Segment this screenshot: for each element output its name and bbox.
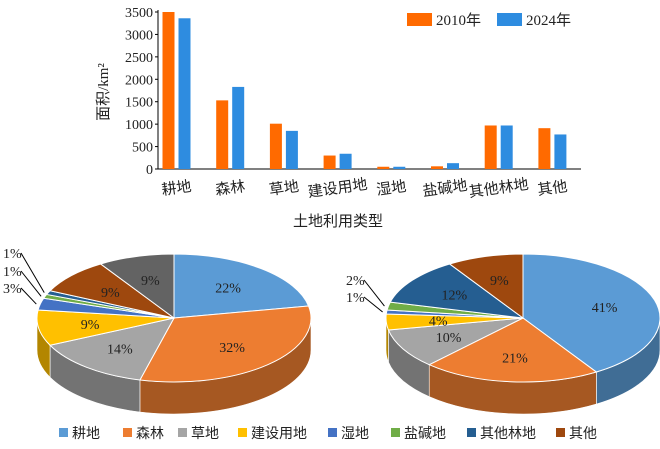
pie-label: 3% [3, 282, 22, 297]
pie-slice [428, 317, 598, 383]
legend-swatch [497, 13, 522, 26]
leader-line [363, 296, 383, 313]
pie-label: 14% [107, 343, 133, 358]
legend-swatch [467, 428, 476, 437]
x-tick-label: 盐碱地 [422, 177, 469, 200]
pie-legend: 耕地 森林 草地 建设用地 湿地 盐碱地 其他林地 其他 [59, 425, 597, 442]
bar [484, 125, 497, 169]
legend-swatch [556, 428, 565, 437]
bar [216, 100, 229, 169]
bar [447, 163, 459, 169]
x-tick-label: 其他林地 [468, 176, 530, 201]
bar [178, 18, 191, 170]
bar [323, 155, 336, 169]
y-tick-label: 3000 [125, 28, 153, 43]
y-tick-label: 2000 [125, 73, 153, 88]
legend-swatch [407, 13, 432, 26]
legend-label: 其他林地 [480, 426, 536, 442]
y-axis-label: 面积/km² [95, 63, 112, 121]
legend-label: 2024年 [526, 12, 571, 29]
pie-slice [173, 253, 310, 319]
x-tick-label: 耕地 [160, 177, 192, 199]
bar [431, 166, 443, 169]
bar [377, 166, 390, 169]
legend-swatch [391, 428, 400, 437]
leader-line [20, 270, 42, 297]
bar [554, 134, 567, 169]
legend-label: 耕地 [72, 425, 100, 442]
bar [393, 166, 406, 169]
pie-slice [448, 253, 524, 319]
legend-label: 2010年 [436, 12, 481, 29]
legend-label: 草地 [191, 426, 219, 442]
bar [232, 86, 245, 169]
pie-label: 1% [3, 265, 22, 280]
leader-line [363, 279, 385, 307]
legend-swatch [328, 428, 337, 437]
pie-label: 21% [502, 352, 528, 367]
legend-swatch [178, 428, 187, 437]
pie-label: 12% [441, 289, 467, 304]
x-tick-label: 其他 [536, 178, 568, 199]
x-axis-label: 土地利用类型 [293, 213, 383, 230]
x-tick-label: 草地 [268, 178, 300, 199]
leader-line [20, 287, 37, 305]
pie-chart-right: 41% 21% 10% 4% 1% 2% 12% 9% [346, 253, 660, 415]
pie-chart-left: 22% 32% 14% 9% 3% 1% 1% 9% 9% [3, 247, 312, 415]
y-tick-label: 0 [146, 163, 153, 178]
pie-slice [387, 317, 524, 366]
legend-swatch [123, 428, 132, 437]
x-tick-label: 建设用地 [307, 176, 369, 201]
leader-line [20, 252, 45, 293]
bar [538, 128, 551, 169]
legend-label: 湿地 [341, 426, 369, 442]
legend-label: 盐碱地 [404, 426, 446, 442]
x-tick-label: 森林 [214, 178, 246, 199]
y-tick-label: 3500 [125, 6, 153, 21]
bar [269, 123, 282, 169]
pie-label: 41% [592, 301, 618, 316]
pie-label: 32% [219, 341, 245, 356]
bar-chart: 0 500 1000 1500 2000 2500 3000 3500 耕地 森林 草地 建设用地 湿地… [125, 6, 581, 201]
legend-swatch [59, 428, 68, 437]
pie-slice [139, 305, 312, 383]
pie-label: 9% [490, 274, 509, 289]
legend-label: 建设用地 [251, 426, 307, 442]
bar [285, 130, 298, 169]
bar [339, 153, 352, 169]
y-tick-label: 1500 [125, 96, 153, 111]
y-tick-label: 1000 [125, 118, 153, 133]
pie-label: 9% [81, 318, 100, 333]
pie-slice [99, 253, 175, 319]
x-tick-label: 湿地 [375, 178, 407, 199]
pie-label: 9% [101, 286, 120, 301]
legend-swatch [238, 428, 247, 437]
pie-slice [49, 317, 175, 381]
legend-label: 其他 [569, 426, 597, 442]
legend-label: 森林 [136, 426, 164, 442]
pie-label: 10% [436, 331, 462, 346]
pie-label: 22% [215, 281, 241, 296]
pie-slice [389, 263, 525, 319]
pie-slice [522, 253, 660, 373]
y-tick-label: 2500 [125, 51, 153, 66]
y-tick-label: 500 [132, 141, 153, 156]
pie-label: 1% [3, 247, 22, 262]
pie-label: 2% [346, 274, 365, 289]
pie-label: 1% [346, 291, 365, 306]
bar [500, 125, 513, 169]
pie-label: 4% [429, 314, 448, 329]
pie-label: 9% [141, 274, 160, 289]
bar [162, 12, 175, 169]
